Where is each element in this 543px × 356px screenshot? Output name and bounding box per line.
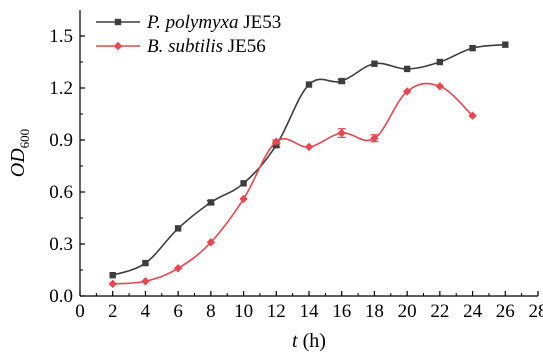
y-axis-label-main: OD — [7, 148, 29, 177]
data-point — [305, 81, 313, 88]
axes: 0.00.30.60.91.21.50 2 4 6 8 10 12 14 16 18 20 22 24 2… — [7, 10, 543, 352]
data-point — [337, 128, 346, 138]
data-point — [304, 142, 314, 152]
x-tick-label: 18 — [365, 301, 384, 322]
y-axis-label-subscript: 600 — [17, 129, 32, 149]
data-point — [207, 199, 215, 206]
legend-label: P. polymyxa JE53 — [146, 12, 281, 33]
data-point — [402, 87, 412, 96]
legend-label-strain: JE56 — [223, 36, 266, 57]
data-point — [108, 279, 117, 289]
series-1 — [109, 41, 509, 279]
data-point — [206, 238, 216, 247]
y-tick-label: 0.9 — [49, 130, 73, 151]
data-point — [436, 58, 444, 66]
x-tick-label: 22 — [430, 301, 449, 322]
data-point — [239, 194, 248, 204]
x-tick-label: 16 — [332, 301, 351, 322]
data-point — [338, 77, 345, 85]
x-tick-label: 14 — [300, 301, 320, 322]
y-tick-label: 0.3 — [49, 234, 73, 255]
legend-marker — [114, 18, 122, 26]
data-point — [174, 225, 182, 232]
series-layer — [108, 41, 509, 289]
x-tick-label: 26 — [496, 301, 515, 322]
series-2 — [108, 82, 477, 289]
x-tick-label: 28 — [529, 301, 543, 322]
y-tick-label: 0.6 — [49, 182, 73, 203]
legend-label-species: B. subtilis — [147, 36, 223, 57]
x-tick-label: 6 — [173, 301, 183, 322]
x-tick-label: 4 — [141, 301, 151, 322]
data-point — [435, 82, 445, 91]
x-tick-label: 10 — [234, 301, 253, 322]
y-tick-label: 1.5 — [49, 26, 73, 47]
legend-label-strain: JE53 — [238, 12, 281, 33]
y-tick-label: 1.2 — [49, 78, 73, 99]
series-line — [112, 43, 506, 276]
legend: P. polymyxa JE53 B. subtilis JE56 — [96, 12, 281, 57]
data-point — [141, 277, 150, 286]
x-tick-label: 8 — [206, 301, 216, 322]
x-tick-label: 24 — [463, 301, 483, 322]
data-point — [370, 134, 379, 143]
y-axis-label: OD600 — [7, 129, 32, 177]
x-axis-label-variable: t — [292, 330, 298, 352]
x-axis-label-unit: (h) — [298, 330, 326, 352]
legend-label-species: P. polymyxa — [146, 12, 238, 33]
data-point — [173, 264, 183, 273]
y-tick-label: 0.0 — [49, 286, 73, 307]
data-point — [142, 259, 149, 267]
data-point — [109, 272, 116, 279]
data-point — [403, 65, 411, 73]
data-point — [469, 44, 476, 52]
data-point — [502, 41, 509, 48]
x-tick-label: 20 — [398, 301, 417, 322]
x-axis-label: t (h) — [292, 330, 326, 352]
data-point — [371, 60, 378, 67]
data-point — [240, 180, 247, 187]
data-point — [272, 137, 281, 146]
legend-label: B. subtilis JE56 — [147, 36, 266, 57]
legend-marker — [113, 41, 123, 51]
x-tick-label: 12 — [267, 301, 286, 322]
x-tick-label: 0 — [75, 301, 85, 322]
data-point — [468, 111, 477, 120]
x-tick-label: 2 — [108, 301, 118, 322]
